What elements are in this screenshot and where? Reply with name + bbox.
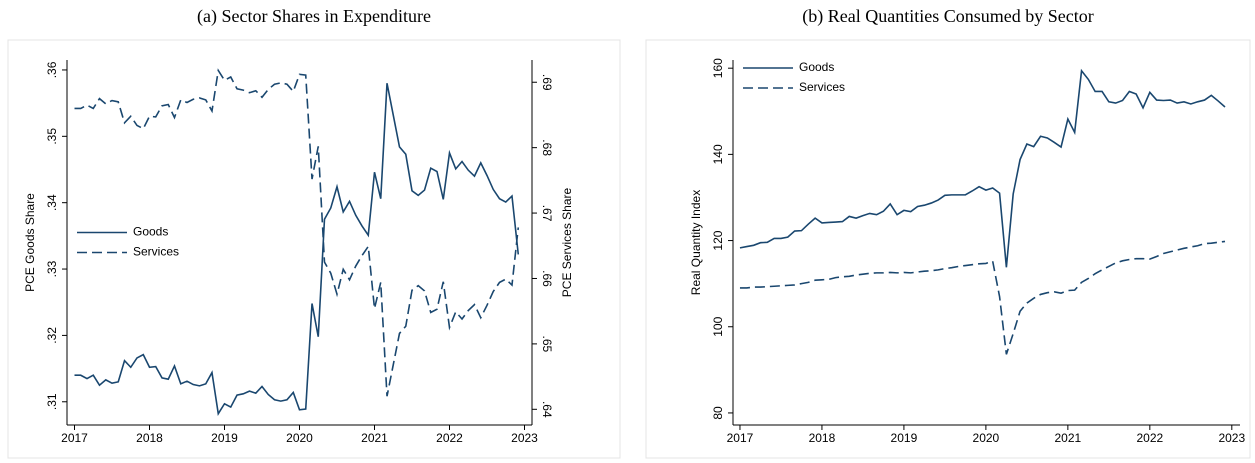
- series-line: [739, 240, 1226, 355]
- chart-title: (a) Sector Shares in Expenditure: [197, 6, 431, 27]
- y-tick-label: .31: [45, 393, 59, 410]
- panel-frame: [7, 39, 621, 459]
- y-tick-label: .33: [45, 260, 59, 277]
- x-tick-label: 2022: [436, 431, 463, 445]
- legend-label: Services: [799, 80, 845, 94]
- x-tick-label: 2023: [1218, 431, 1245, 445]
- x-tick-label: 2017: [727, 431, 754, 445]
- y2-tick-label: .69: [540, 74, 554, 91]
- series-line: [74, 68, 520, 397]
- y-tick-label: .32: [45, 327, 59, 344]
- x-tick-label: 2019: [891, 431, 918, 445]
- y-tick-label: 100: [711, 316, 725, 336]
- x-tick-label: 2022: [1136, 431, 1163, 445]
- y-axis-title: Real Quantity Index: [689, 190, 703, 295]
- legend-label: Services: [133, 245, 179, 259]
- x-tick-label: 2018: [136, 431, 163, 445]
- y-tick-label: 80: [711, 406, 725, 420]
- y-tick-label: 140: [711, 144, 725, 164]
- chart-title: (b) Real Quantities Consumed by Sector: [802, 6, 1093, 27]
- y-tick-label: 160: [711, 58, 725, 78]
- x-tick-label: 2019: [211, 431, 238, 445]
- y2-axis-title: PCE Services Share: [560, 187, 574, 297]
- y2-tick-label: .64: [540, 401, 554, 418]
- y-tick-label: .34: [45, 194, 59, 211]
- panel-frame: [645, 39, 1251, 459]
- x-tick-label: 2021: [361, 431, 388, 445]
- x-tick-label: 2018: [809, 431, 836, 445]
- y2-tick-label: .66: [540, 270, 554, 287]
- y2-tick-label: .65: [540, 336, 554, 353]
- legend-label: Goods: [799, 60, 834, 74]
- y2-tick-label: .68: [540, 139, 554, 156]
- x-tick-label: 2020: [286, 431, 313, 445]
- x-tick-label: 2017: [61, 431, 88, 445]
- y2-tick-label: .67: [540, 205, 554, 222]
- y-axis-title: PCE Goods Share: [23, 193, 37, 292]
- series-line: [739, 68, 1226, 268]
- y-tick-label: .36: [45, 61, 59, 78]
- x-tick-label: 2023: [511, 431, 538, 445]
- legend-label: Goods: [133, 225, 168, 239]
- x-tick-label: 2021: [1055, 431, 1082, 445]
- series-line: [74, 83, 520, 416]
- y-tick-label: .35: [45, 128, 59, 145]
- x-tick-label: 2020: [973, 431, 1000, 445]
- y-tick-label: 120: [711, 230, 725, 250]
